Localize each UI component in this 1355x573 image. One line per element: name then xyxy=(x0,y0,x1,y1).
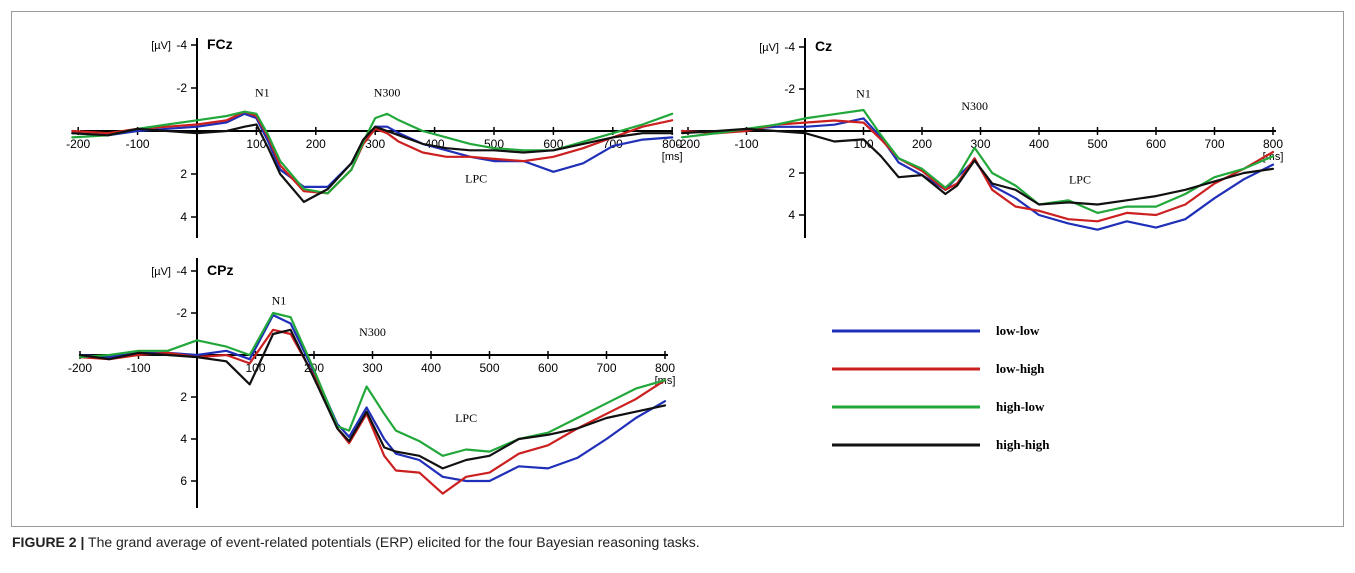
y-tick-label: -4 xyxy=(176,38,187,52)
series-line-high-high xyxy=(681,127,1275,206)
series-line-high-high xyxy=(71,123,674,203)
y-tick-label: -4 xyxy=(176,264,187,278)
x-tick-label: -100 xyxy=(126,361,150,375)
y-tick-label: 2 xyxy=(180,167,187,181)
erp-panel-cz: -4-224-200 -100 100 200 300 400 500 600 700 800[µ… xyxy=(676,38,1283,238)
legend-label: high-high xyxy=(996,437,1050,452)
erp-panel-fcz: -4-224-200 -100 100 200 300 400 500 600 700 800[µ… xyxy=(66,36,683,238)
series-line-high-low xyxy=(681,108,1275,214)
y-tick-label: 4 xyxy=(788,208,795,222)
x-tick-label: 200 xyxy=(912,137,932,151)
x-tick-label: 500 xyxy=(479,361,499,375)
x-tick-label: 800 xyxy=(655,361,675,375)
x-tick-label: 700 xyxy=(1204,137,1224,151)
series-line-high-low xyxy=(78,311,667,457)
x-tick-label: 800 xyxy=(662,137,682,151)
component-label: N300 xyxy=(359,325,386,339)
component-label: N1 xyxy=(272,294,287,308)
x-tick-label: -100 xyxy=(734,137,758,151)
x-tick-label: 100 xyxy=(245,361,265,375)
x-unit-label: [ms] xyxy=(662,151,683,163)
caption-text: The grand average of event-related poten… xyxy=(84,534,700,550)
figure-caption: FIGURE 2 | The grand average of event-re… xyxy=(12,534,700,550)
series-line-high-high xyxy=(78,328,667,470)
component-label: LPC xyxy=(465,172,487,186)
component-label: N300 xyxy=(961,99,988,113)
y-tick-label: 4 xyxy=(180,210,187,224)
series-line-low-low xyxy=(78,314,667,483)
legend: low-low low-high high-low high-high xyxy=(832,323,1050,452)
x-tick-label: -200 xyxy=(676,137,700,151)
y-unit-label: [µV] xyxy=(151,266,171,278)
component-label: N300 xyxy=(374,86,401,100)
x-tick-label: -200 xyxy=(68,361,92,375)
component-label: LPC xyxy=(1069,173,1091,187)
y-tick-label: 6 xyxy=(180,474,187,488)
y-tick-label: 2 xyxy=(788,166,795,180)
x-tick-label: 700 xyxy=(596,361,616,375)
legend-label: low-high xyxy=(996,361,1045,376)
x-tick-label: 800 xyxy=(1263,137,1283,151)
y-unit-label: [µV] xyxy=(151,40,171,52)
series-line-low-high xyxy=(681,119,1275,223)
x-tick-label: 700 xyxy=(603,137,623,151)
series-line-high-low xyxy=(71,110,674,195)
x-tick-label: 300 xyxy=(362,361,382,375)
x-tick-label: -200 xyxy=(66,137,90,151)
caption-label: FIGURE 2 | xyxy=(12,534,85,550)
y-tick-label: 2 xyxy=(180,390,187,404)
legend-label: high-low xyxy=(996,399,1045,414)
component-label: LPC xyxy=(455,411,477,425)
x-tick-label: 400 xyxy=(1029,137,1049,151)
x-tick-label: 100 xyxy=(246,137,266,151)
y-tick-label: -2 xyxy=(784,82,795,96)
x-tick-label: 500 xyxy=(1087,137,1107,151)
x-tick-label: 600 xyxy=(543,137,563,151)
x-tick-label: 200 xyxy=(306,137,326,151)
channel-label: CPz xyxy=(207,262,233,278)
y-tick-label: -4 xyxy=(784,40,795,54)
legend-label: low-low xyxy=(996,323,1040,338)
figure-frame xyxy=(11,11,1344,527)
x-tick-label: -100 xyxy=(126,137,150,151)
channel-label: Cz xyxy=(815,38,832,54)
series-line-low-low xyxy=(681,117,1275,231)
x-tick-label: 300 xyxy=(365,137,385,151)
x-tick-label: 400 xyxy=(421,361,441,375)
y-tick-label: 4 xyxy=(180,432,187,446)
x-tick-label: 600 xyxy=(1146,137,1166,151)
component-label: N1 xyxy=(255,86,270,100)
channel-label: FCz xyxy=(207,36,233,52)
x-tick-label: 600 xyxy=(538,361,558,375)
y-unit-label: [µV] xyxy=(759,42,779,54)
y-tick-label: -2 xyxy=(176,81,187,95)
y-tick-label: -2 xyxy=(176,306,187,320)
component-label: N1 xyxy=(856,86,871,100)
